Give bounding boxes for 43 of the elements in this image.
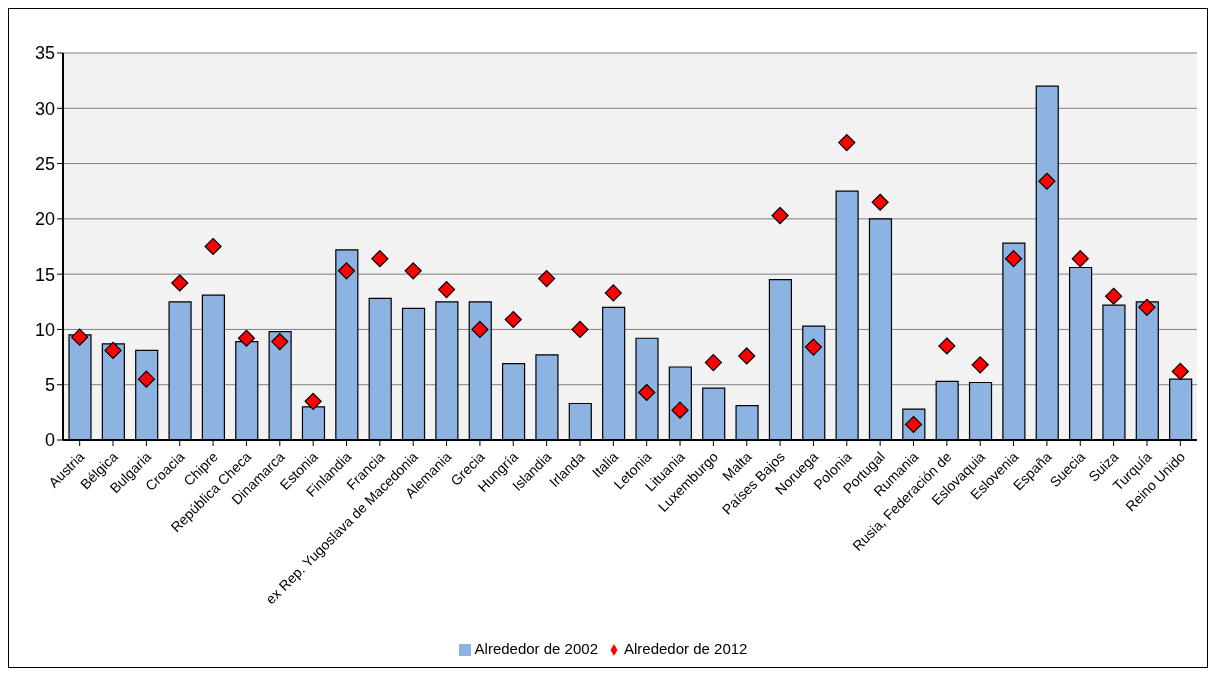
y-tick-label: 30: [34, 98, 55, 119]
point: [1171, 362, 1189, 381]
point: [971, 356, 989, 374]
y-tick-label: 15: [34, 264, 55, 285]
point: [538, 269, 556, 288]
point: [237, 329, 256, 347]
y-tick-label: 0: [44, 430, 55, 451]
point: [204, 237, 222, 256]
point: [104, 341, 122, 360]
point: [604, 284, 622, 302]
point: [371, 250, 389, 268]
y-tick-label: 10: [34, 319, 55, 340]
point: [1071, 250, 1089, 268]
y-tick-label: 20: [34, 209, 55, 230]
point: [671, 401, 689, 419]
point: [504, 310, 522, 329]
point: [471, 320, 489, 339]
legend-label: Alrededor de 2012: [624, 640, 748, 657]
point: [1004, 250, 1023, 268]
y-tick-label: 5: [44, 375, 55, 396]
point: [938, 337, 956, 355]
point: [638, 383, 656, 402]
point: [738, 347, 756, 365]
point: [437, 281, 456, 299]
point: [71, 328, 89, 346]
point: [1138, 298, 1156, 316]
point: [771, 206, 789, 225]
point: [171, 274, 189, 292]
legend-label: Alrededor de 2002: [474, 640, 598, 657]
point: [1105, 287, 1123, 305]
point: [337, 262, 356, 280]
point: [271, 332, 289, 351]
point: [137, 370, 155, 388]
y-tick-label: 35: [34, 43, 55, 64]
point: [304, 392, 322, 410]
point: [804, 338, 823, 356]
point: [871, 193, 889, 211]
point: [1038, 172, 1056, 190]
point: [404, 262, 422, 280]
point: [704, 354, 722, 372]
point: [838, 133, 856, 152]
point: [571, 320, 589, 339]
y-tick-label: 25: [34, 153, 55, 174]
